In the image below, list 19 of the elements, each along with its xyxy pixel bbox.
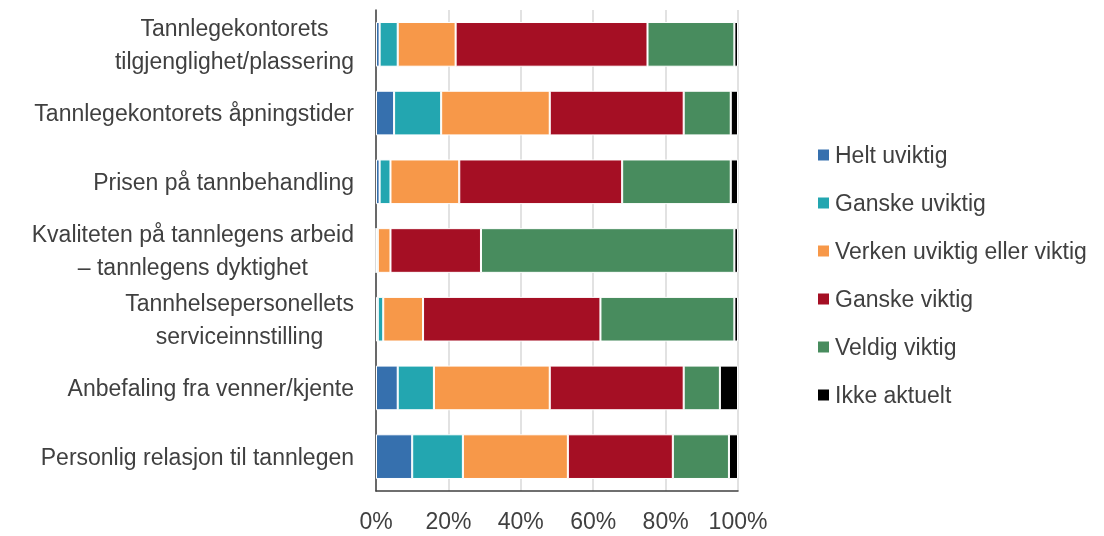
y-tick-label: Tannlegekontorets åpningstider xyxy=(34,100,355,127)
y-tick-label: Prisen på tannbehandling xyxy=(93,168,354,195)
x-tick-label: 80% xyxy=(642,507,689,534)
x-tick-label: 100% xyxy=(708,507,768,534)
legend-label: Ganske uviktig xyxy=(835,190,986,216)
x-tick-label: 0% xyxy=(359,507,393,534)
x-tick-label: 60% xyxy=(570,507,617,534)
y-tick-label: Tannhelsepersonellets serviceinnstilling xyxy=(125,289,355,349)
y-tick-label: Kvaliteten på tannlegens arbeid – tannlegens dyktighet xyxy=(31,221,355,280)
y-tick-label: Tannlegekontorets tilgjenglighet/plassering xyxy=(114,14,355,74)
x-tick-label: 20% xyxy=(425,507,472,534)
legend-label: Helt uviktig xyxy=(835,142,948,168)
legend-label: Ganske viktig xyxy=(835,286,974,312)
x-tick-label: 40% xyxy=(497,507,544,534)
legend-label: Ikke aktuelt xyxy=(835,382,952,408)
y-tick-label: Personlig relasjon til tannlegen xyxy=(40,443,355,470)
y-tick-label: Anbefaling fra venner/kjente xyxy=(67,374,355,401)
legend-label: Veldig viktig xyxy=(835,334,957,360)
legend-label: Verken uviktig eller viktig xyxy=(835,238,1087,264)
